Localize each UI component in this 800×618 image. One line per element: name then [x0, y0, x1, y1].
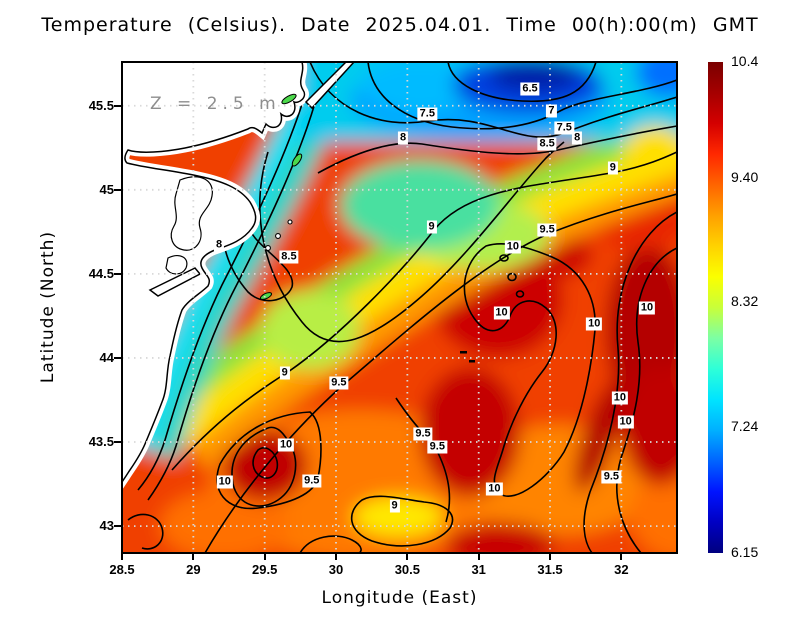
x-tick-label: 32: [614, 562, 629, 577]
figure-title: Temperature (Celsius). Date 2025.04.01. …: [41, 14, 759, 36]
contour-label: 10: [611, 391, 629, 405]
contour-label: 8.5: [279, 250, 299, 264]
lagoon-outline-small: [165, 255, 188, 275]
y-tick-mark: [114, 356, 122, 359]
y-axis-label: Latitude (North): [38, 230, 58, 384]
islets: [259, 93, 303, 300]
colorbar-tick-label: 7.24: [731, 418, 759, 435]
contour-label: 6.5: [520, 82, 540, 96]
colorbar-tick-label: 10.4: [731, 53, 759, 69]
x-tick-label: 31: [471, 562, 486, 577]
contour-label: 10: [638, 301, 656, 314]
y-tick-label: 44: [99, 349, 114, 365]
x-tick-label: 30: [328, 562, 344, 577]
y-tick-mark: [114, 441, 122, 444]
contour-label: 8.5: [537, 137, 557, 151]
contour-label: 10: [586, 317, 603, 331]
y-tick-label: 43.5: [88, 434, 114, 450]
contour-label: 10: [277, 438, 295, 452]
contour-label: 7.5: [554, 121, 574, 135]
lagoon-outline: [170, 176, 213, 251]
x-tick-label: 28.5: [109, 562, 135, 577]
x-tick-mark: [263, 553, 266, 560]
x-tick-mark: [121, 553, 123, 560]
colorbar-tick-label: 8.32: [731, 293, 759, 310]
contour-label: 10: [216, 475, 233, 489]
x-tick-mark: [477, 553, 480, 560]
x-tick-label: 30.5: [394, 562, 420, 577]
contour-label: 8: [572, 131, 583, 145]
contour-label: 10: [617, 415, 634, 429]
y-tick-label: 44.5: [88, 265, 114, 281]
y-tick-label: 45: [99, 181, 114, 197]
contour-label: 9.5: [302, 474, 322, 488]
contour-label: 9.5: [427, 440, 447, 454]
x-tick-label: 29.5: [252, 562, 278, 577]
contour-label: 10: [493, 306, 510, 320]
contour-label: 9.5: [537, 223, 557, 237]
contour-label: 9: [426, 220, 437, 234]
colorbar: [708, 62, 723, 553]
plot-frame: [121, 61, 678, 554]
x-tick-mark: [549, 553, 552, 560]
contour-label: 7: [546, 104, 557, 118]
contour-label: 9.5: [329, 376, 349, 390]
contour-label: 9.5: [413, 427, 433, 441]
contour-label: 9: [279, 366, 290, 380]
y-tick-label: 43: [99, 518, 114, 534]
y-tick-mark: [114, 188, 122, 191]
contour-label: 7.5: [417, 107, 437, 121]
x-tick-mark: [335, 553, 337, 560]
x-tick-label: 29: [186, 562, 201, 577]
contour-label: 8: [213, 238, 225, 252]
contour-label: 10: [486, 482, 503, 496]
y-tick-mark: [114, 104, 122, 107]
colorbar-tick-label: 9.40: [731, 168, 759, 185]
x-axis-label: Longitude (East): [321, 588, 478, 608]
contour-label: 9: [389, 499, 400, 513]
sand-spit: [304, 62, 356, 110]
contour-label: 9: [607, 161, 618, 175]
y-tick-mark: [114, 272, 122, 275]
x-tick-label: 31.5: [537, 562, 563, 577]
x-tick-mark: [406, 553, 409, 560]
x-tick-mark: [620, 553, 623, 560]
contour-label: 10: [504, 240, 522, 254]
depth-annotation: Z = 2.5 m: [150, 94, 281, 114]
contour-label: 9.5: [601, 470, 622, 484]
y-tick-mark: [114, 525, 122, 528]
colorbar-tick-label: 6.15: [731, 544, 759, 560]
y-tick-label: 45.5: [88, 97, 114, 113]
contour-label: 8: [398, 131, 409, 145]
x-tick-mark: [192, 553, 195, 560]
land-mass: [122, 62, 356, 491]
